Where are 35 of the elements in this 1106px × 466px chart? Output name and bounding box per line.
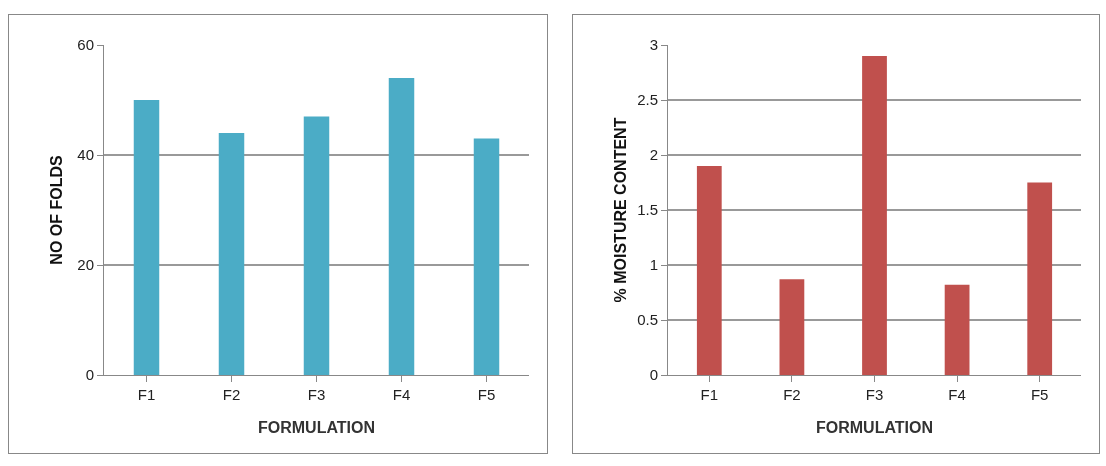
y-tick-label: 0.5 xyxy=(637,311,658,329)
y-tick-label: 40 xyxy=(77,146,94,164)
bar xyxy=(473,138,500,375)
x-tick-label: F1 xyxy=(700,386,719,403)
x-tick-label: F3 xyxy=(865,386,884,403)
bar xyxy=(303,116,330,375)
bar xyxy=(862,56,887,375)
x-tick-label: F4 xyxy=(948,386,966,403)
bar xyxy=(696,166,722,375)
x-tick-label: F2 xyxy=(222,386,241,403)
x-tick-label: F1 xyxy=(137,386,156,403)
x-tick-label: F4 xyxy=(392,386,411,403)
bar xyxy=(388,78,415,375)
y-axis-title: % MOISTURE CONTENT xyxy=(612,117,629,303)
x-tick-label: F2 xyxy=(783,386,801,403)
y-tick-label: 1 xyxy=(649,256,658,274)
y-tick-label: 2 xyxy=(649,146,658,164)
x-axis-title: FORMULATION xyxy=(815,419,934,436)
y-tick-label: 20 xyxy=(77,256,94,274)
bar xyxy=(779,279,805,375)
y-tick-label: 0 xyxy=(85,366,94,384)
bar xyxy=(133,100,160,375)
x-axis-title: FORMULATION xyxy=(257,419,376,436)
x-tick-label: F5 xyxy=(477,386,496,403)
bar xyxy=(1027,182,1053,375)
y-axis-title: NO OF FOLDS xyxy=(48,155,65,265)
bar xyxy=(944,284,970,375)
bar xyxy=(218,133,245,375)
y-tick-label: 0 xyxy=(649,366,658,384)
x-tick-label: F5 xyxy=(1030,386,1049,403)
x-tick-label: F3 xyxy=(307,386,326,403)
y-tick-label: 2.5 xyxy=(637,91,658,109)
y-tick-label: 3 xyxy=(649,36,658,54)
y-tick-label: 1.5 xyxy=(637,201,658,219)
y-tick-label: 60 xyxy=(77,36,94,54)
